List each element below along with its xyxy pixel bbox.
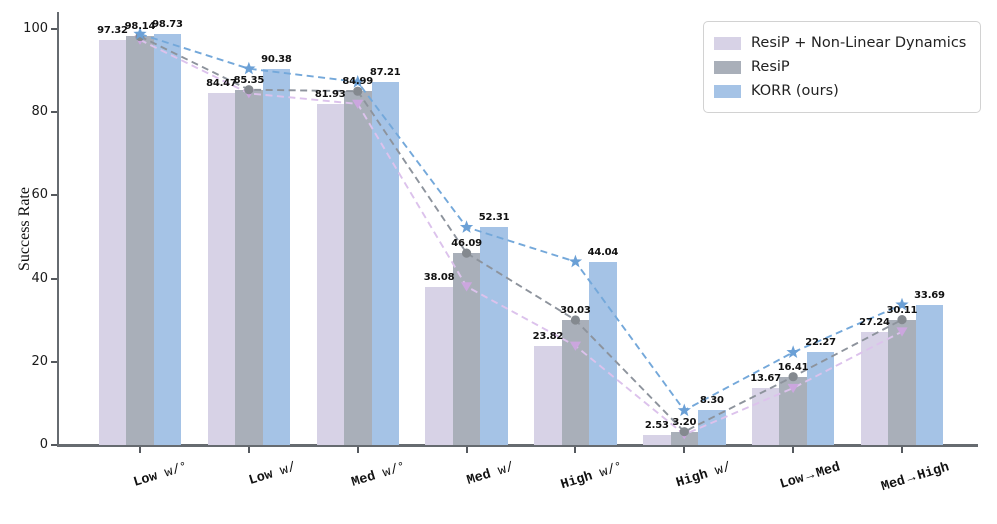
x-tick-mark [139, 447, 141, 453]
bar-value-label: 98.73 [152, 19, 183, 30]
bar [126, 36, 154, 445]
bar-value-label: 81.93 [314, 88, 346, 100]
x-tick-label-part: w/ [705, 460, 734, 482]
x-tick-label-part: High [559, 469, 595, 494]
bar [751, 388, 780, 445]
y-tick-mark [51, 277, 57, 280]
bar [670, 431, 698, 445]
legend-swatch [714, 36, 741, 50]
y-axis-spine [57, 12, 59, 446]
x-tick-mark [465, 447, 468, 453]
bar [316, 103, 344, 445]
bar-value-label: 46.09 [451, 238, 482, 250]
bar [425, 286, 453, 445]
y-tick-label: 80 [31, 104, 48, 119]
x-tick-mark [247, 447, 250, 453]
y-tick-label: 0 [39, 437, 48, 452]
bar [698, 410, 726, 445]
bar-value-label: 44.04 [587, 246, 619, 258]
bar [860, 331, 889, 445]
x-tick-label-part: Med [814, 460, 843, 482]
bar-value-label: 38.08 [423, 271, 455, 283]
legend-swatch [714, 60, 741, 74]
y-tick-mark [51, 111, 57, 113]
bar-value-label: 52.31 [478, 212, 510, 224]
bar-value-label: 3.20 [672, 416, 697, 428]
bar-value-label: 23.82 [532, 330, 564, 342]
bar [779, 376, 807, 445]
bar [98, 39, 127, 445]
legend: ResiP + Non-Linear Dynamics ResiP KORR (ou… [703, 21, 982, 113]
bar-value-label: 97.32 [97, 24, 128, 36]
bar-value-label: 13.67 [750, 373, 781, 385]
bar [643, 434, 671, 445]
bar-value-label: 90.38 [261, 53, 292, 65]
bar [153, 34, 182, 445]
x-tick-mark [574, 447, 577, 453]
x-tick-mark [901, 447, 903, 453]
bar [589, 261, 617, 445]
y-tick-mark [51, 27, 57, 30]
bar [207, 93, 236, 445]
bar [344, 91, 372, 445]
y-tick-mark [51, 444, 57, 446]
legend-label: KORR (ours) [751, 83, 839, 99]
bar-value-label: 30.11 [886, 304, 918, 316]
legend-label: ResiP + Non-Linear Dynamics [751, 35, 967, 51]
x-axis-spine [57, 444, 978, 447]
y-tick-label: 100 [23, 20, 48, 36]
bar [480, 227, 508, 445]
bar-value-label: 27.24 [859, 316, 890, 328]
legend-swatch [714, 84, 741, 98]
legend-item: ResiP + Non-Linear Dynamics [714, 31, 966, 55]
bar [235, 89, 263, 445]
bar-value-label: 33.69 [914, 289, 945, 301]
x-tick-label-part: w/ [372, 462, 401, 484]
bar-value-label: 22.27 [805, 337, 836, 349]
y-tick-mark [51, 194, 57, 197]
bar [888, 319, 916, 445]
bar-value-label: 87.21 [369, 66, 401, 78]
x-tick-label-part: w/ [488, 460, 516, 482]
legend-label: ResiP [751, 59, 790, 75]
x-tick-label-part: w/ [270, 460, 299, 482]
bar-value-label: 30.03 [560, 305, 591, 316]
bar-value-label: 8.30 [699, 395, 724, 407]
y-tick-label: 40 [31, 270, 48, 286]
y-tick-label: 20 [31, 353, 48, 369]
legend-item: KORR (ours) [714, 79, 966, 103]
bar-value-label: 98.14 [124, 21, 156, 33]
bar [534, 345, 562, 445]
x-tick-label-part: High [674, 467, 711, 492]
x-tick-mark [683, 447, 686, 453]
x-tick-label-part: Med [464, 467, 493, 489]
y-tick-mark [51, 360, 57, 363]
y-tick-label: 60 [31, 187, 48, 203]
bar-value-label: 85.35 [233, 74, 265, 86]
bar-value-label: 16.41 [777, 361, 809, 373]
bar [371, 81, 399, 445]
bar [262, 68, 291, 445]
legend-item: ResiP [714, 55, 966, 79]
bar [915, 304, 944, 445]
x-tick-label-part: High [915, 460, 952, 485]
x-tick-mark [792, 447, 795, 453]
x-tick-mark [356, 447, 359, 453]
